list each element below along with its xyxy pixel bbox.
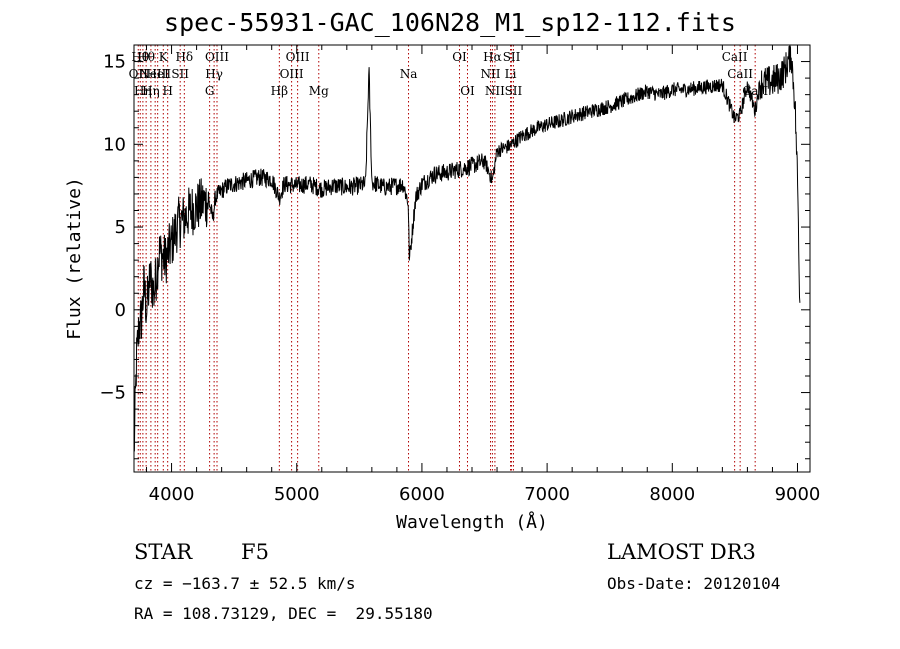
line-label-16: OIII	[286, 50, 310, 64]
y-tick-label-4: 15	[103, 52, 126, 73]
line-label-27: CaII	[722, 50, 748, 64]
chart-title: spec-55931-GAC_106N28_M1_sp12-112.fits	[164, 8, 736, 37]
line-label-10: Hδ	[175, 50, 193, 64]
line-markers	[137, 45, 756, 472]
x-tick-label-5: 9000	[775, 484, 821, 505]
y-tick-label-3: 10	[103, 134, 126, 155]
line-label-4: Hη	[142, 84, 160, 98]
line-label-18: Na	[400, 67, 418, 81]
line-label-13: OIII	[205, 50, 229, 64]
line-label-23: NII	[485, 84, 505, 98]
x-tick-label-0: 4000	[149, 484, 195, 505]
y-tick-label-2: 5	[115, 217, 126, 238]
line-label-12: Hγ	[205, 67, 223, 81]
line-label-7: K	[159, 50, 169, 64]
line-label-28: CaII	[727, 67, 753, 81]
line-label-9: SII	[171, 67, 189, 81]
survey-name: LAMOST DR3	[607, 540, 756, 564]
line-label-11: G	[205, 84, 215, 98]
x-tick-label-4: 8000	[649, 484, 695, 505]
line-label-25: SII	[503, 50, 521, 64]
x-axis-label: Wavelength (Å)	[396, 511, 548, 533]
line-label-2: Hη	[134, 84, 152, 98]
line-label-17: Mg	[309, 84, 329, 98]
spectrum-line	[133, 45, 801, 452]
line-label-14: Hβ	[271, 84, 288, 98]
line-label-0: OII	[129, 67, 149, 81]
y-tick-label-1: 0	[115, 300, 126, 321]
line-label-1: Hθ	[131, 50, 149, 64]
y-tick-label-0: −5	[99, 383, 126, 404]
line-label-6: HeI	[147, 67, 170, 81]
spectrum-series	[133, 45, 801, 452]
line-label-19: OI	[452, 50, 467, 64]
coordinates: RA = 108.73129, DEC = 29.55180	[134, 604, 433, 623]
y-axis-label: Flux (relative)	[64, 177, 85, 340]
line-label-3: Hθ	[137, 50, 155, 64]
line-label-5: NeIII	[139, 67, 171, 81]
line-label-26: SII	[505, 84, 523, 98]
axis-ticks: 4000 5000 6000 7000 8000 9000 −5 0 5 10 15	[99, 44, 821, 505]
line-label-8: H	[162, 84, 172, 98]
line-label-22: Hα	[483, 50, 502, 64]
line-label-24: Li	[505, 67, 517, 81]
line-label-20: OI	[460, 84, 475, 98]
object-subclass: F5	[241, 540, 269, 564]
redshift-velocity: cz = −163.7 ± 52.5 km/s	[134, 574, 356, 593]
x-tick-label-1: 5000	[274, 484, 320, 505]
object-class: STAR	[134, 540, 193, 564]
observation-date: Obs-Date: 20120104	[607, 574, 781, 593]
x-tick-label-2: 6000	[399, 484, 445, 505]
plot-frame	[133, 44, 811, 473]
line-label-29: CaII	[742, 84, 768, 98]
line-label-15: OIII	[280, 67, 304, 81]
x-tick-label-3: 7000	[524, 484, 570, 505]
line-label-21: NII	[481, 67, 501, 81]
